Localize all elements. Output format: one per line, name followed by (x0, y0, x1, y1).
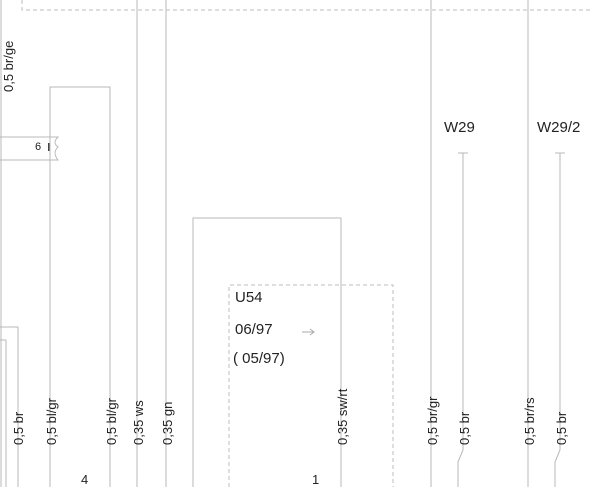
wire-label: 0,5 br (457, 411, 472, 445)
wire-loop-swrt (192, 217, 342, 487)
wire-label: 0,35 gn (160, 402, 175, 445)
connector-number: 4 (81, 472, 88, 487)
date-to: ( 05/97) (233, 350, 285, 367)
w29-terminal-wire (457, 153, 464, 487)
wire-label: 0,5 bl/gr (44, 397, 59, 445)
wire-label: 0,5 br (11, 411, 26, 445)
w29-2-terminal-wire (554, 153, 561, 487)
pin-contact (48, 143, 50, 151)
pin-connector-shape (0, 136, 60, 161)
module-u54-box (228, 284, 394, 487)
pin-label: 6 (35, 141, 41, 153)
wire-label: 0,5 br/rs (522, 397, 537, 445)
wire-label: 0,35 ws (131, 400, 146, 445)
label-w29-2: W29/2 (537, 119, 580, 136)
wire-label: 0,5 br (554, 411, 569, 445)
wire-label: 0,5 bl/gr (104, 397, 119, 445)
wire-br-left (0, 326, 19, 487)
wire-label: 0,5 br/gr (425, 396, 440, 445)
wire-label: 0,35 sw/rt (335, 388, 350, 445)
date-arrow-icon (302, 328, 315, 336)
module-label: U54 (235, 289, 263, 306)
date-from: 06/97 (235, 321, 273, 338)
top-dashed-boundary (21, 0, 592, 11)
wire-br-left-inner (0, 339, 7, 487)
connector-number: 1 (312, 472, 319, 487)
label-w29: W29 (444, 119, 475, 136)
wire-loop-blgr (49, 86, 111, 487)
label-top-wire: 0,5 br/ge (1, 41, 16, 92)
